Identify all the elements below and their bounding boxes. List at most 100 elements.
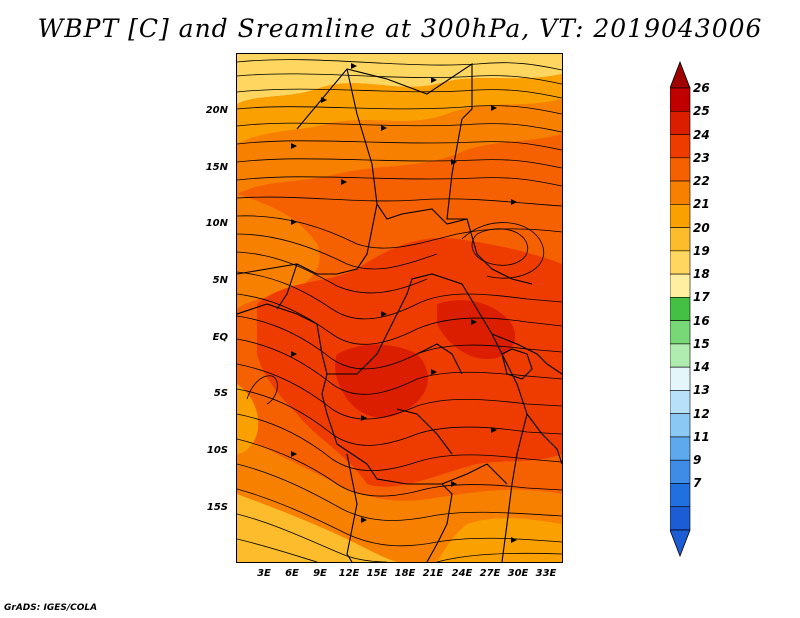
streamline bbox=[237, 215, 562, 249]
colorbar-label: 26 bbox=[693, 81, 710, 95]
border-lake bbox=[237, 203, 378, 275]
border-zambia bbox=[441, 463, 508, 485]
colorbar-box bbox=[670, 459, 691, 484]
streamline bbox=[436, 552, 562, 562]
arrow bbox=[291, 143, 297, 149]
arrow bbox=[451, 481, 457, 487]
colorbar-bottom-arrow bbox=[670, 529, 691, 558]
colorbar-box bbox=[670, 134, 691, 159]
colorbar-box bbox=[670, 506, 691, 531]
field-west-orange bbox=[237, 194, 320, 309]
arrow bbox=[471, 319, 477, 325]
colorbar bbox=[670, 60, 691, 558]
streamline bbox=[237, 438, 562, 497]
streamline bbox=[461, 222, 545, 279]
colorbar-label: 11 bbox=[693, 429, 710, 444]
streamline bbox=[237, 488, 562, 547]
field-north-orange2 bbox=[237, 99, 562, 194]
border-tz bbox=[491, 333, 562, 375]
lat-label-eq: EQ bbox=[212, 332, 228, 343]
colorbar-label: 13 bbox=[693, 383, 710, 398]
colorbar-box bbox=[670, 320, 691, 345]
lon-label-15e: 15E bbox=[366, 568, 388, 579]
credit-text: GrADS: IGES/COLA bbox=[4, 603, 98, 613]
border-misc2 bbox=[396, 408, 453, 455]
streamline bbox=[237, 105, 562, 115]
field-central-red2 bbox=[335, 344, 428, 418]
streamline bbox=[237, 388, 562, 446]
lon-label-18e: 18E bbox=[394, 568, 416, 579]
arrow bbox=[291, 451, 297, 457]
border-east bbox=[501, 353, 528, 562]
colorbar-label: 21 bbox=[693, 197, 710, 212]
streamline bbox=[237, 122, 562, 133]
colorbar-label: 23 bbox=[693, 150, 710, 165]
colorbar-box bbox=[670, 297, 691, 321]
arrow bbox=[511, 537, 517, 543]
arrow bbox=[351, 63, 357, 69]
colorbar-label: 12 bbox=[693, 406, 710, 421]
colorbar-box bbox=[670, 483, 691, 508]
streamline bbox=[237, 513, 388, 562]
streamline bbox=[237, 538, 318, 562]
arrow bbox=[381, 125, 387, 131]
lon-label-6e: 6E bbox=[285, 568, 299, 579]
colorbar-label: 15 bbox=[693, 336, 710, 351]
streamline bbox=[237, 233, 438, 270]
streamline bbox=[237, 315, 562, 370]
lon-label-21e: 21E bbox=[422, 568, 444, 579]
lon-label-27e: 27E bbox=[479, 568, 501, 579]
colorbar-label: 22 bbox=[693, 174, 710, 189]
arrow bbox=[491, 427, 497, 433]
border-misc1 bbox=[416, 343, 463, 375]
streamline bbox=[237, 73, 562, 85]
streamline bbox=[237, 463, 562, 521]
border-congo bbox=[327, 273, 503, 375]
wbpt-map bbox=[237, 54, 562, 562]
arrow bbox=[491, 105, 497, 111]
colorbar-box bbox=[670, 413, 691, 438]
colorbar-box bbox=[670, 436, 691, 461]
streamline bbox=[237, 293, 562, 345]
streamline bbox=[237, 338, 562, 395]
arrow bbox=[361, 415, 367, 421]
streamline bbox=[237, 271, 562, 320]
colorbar-box bbox=[670, 366, 691, 391]
arrow bbox=[451, 159, 457, 165]
colorbar-box bbox=[670, 87, 691, 112]
colorbar-label: 24 bbox=[693, 127, 710, 142]
border-mozambique bbox=[526, 413, 562, 465]
lon-label-3e: 3E bbox=[257, 568, 271, 579]
arrow bbox=[381, 311, 387, 317]
field-south-yellow2 bbox=[437, 518, 562, 562]
streamline bbox=[237, 251, 428, 294]
streamline bbox=[237, 59, 562, 71]
lat-label-10s: 10S bbox=[206, 445, 228, 456]
arrow bbox=[321, 97, 327, 103]
colorbar-label: 18 bbox=[693, 267, 710, 282]
arrow bbox=[431, 77, 437, 83]
arrow bbox=[431, 369, 437, 375]
colorbar-box bbox=[670, 390, 691, 414]
lat-label-10n: 10N bbox=[205, 218, 228, 229]
country-borders bbox=[237, 62, 562, 562]
lon-label-33e: 33E bbox=[535, 568, 557, 579]
lat-label-15n: 15N bbox=[205, 162, 228, 173]
field-north-yellow bbox=[237, 54, 562, 104]
chart-title: WBPT [C] and Sreamline at 300hPa, VT: 20… bbox=[37, 14, 763, 43]
colorbar-box bbox=[670, 273, 691, 298]
arrow bbox=[291, 219, 297, 225]
border-angola bbox=[326, 413, 453, 562]
colorbar-box bbox=[670, 110, 691, 135]
border-west-coast bbox=[237, 303, 328, 415]
field-west-yellow bbox=[237, 384, 259, 454]
arrow bbox=[341, 179, 347, 185]
lon-label-9e: 9E bbox=[313, 568, 327, 579]
streamline bbox=[237, 196, 562, 207]
colorbar-label: 20 bbox=[693, 220, 710, 235]
colorbar-label: 16 bbox=[693, 313, 710, 328]
colorbar-box bbox=[670, 204, 691, 228]
streamlines bbox=[237, 59, 562, 562]
arrow bbox=[511, 199, 517, 205]
lon-label-30e: 30E bbox=[507, 568, 529, 579]
